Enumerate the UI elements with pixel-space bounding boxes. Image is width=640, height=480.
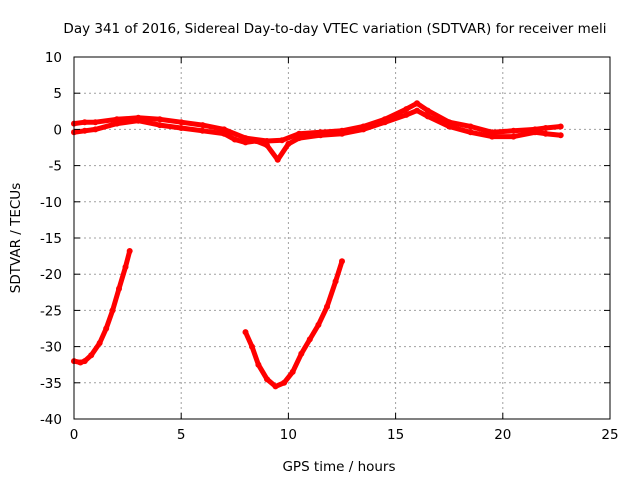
data-point — [489, 133, 496, 140]
y-tick-label: 0 — [53, 122, 62, 138]
data-point — [264, 376, 270, 383]
data-point — [306, 336, 313, 343]
data-point — [178, 125, 185, 131]
data-point — [424, 113, 431, 120]
data-point — [339, 130, 345, 137]
y-tick-label: -5 — [49, 159, 62, 175]
y-tick-label: -20 — [40, 267, 62, 283]
data-point — [285, 140, 292, 147]
data-point — [296, 130, 303, 137]
data-point — [253, 138, 260, 144]
data-point — [96, 340, 103, 346]
data-point — [542, 130, 549, 137]
data-point — [532, 129, 538, 136]
data-point — [467, 129, 474, 136]
data-point — [255, 361, 262, 368]
data-series — [71, 100, 564, 390]
chart-title: Day 341 of 2016, Sidereal Day-to-day VTE… — [63, 21, 606, 37]
y-tick-label: -30 — [40, 340, 62, 356]
data-point — [156, 116, 163, 123]
data-point — [414, 100, 420, 107]
data-point — [510, 127, 517, 134]
data-point — [274, 156, 281, 163]
data-point — [156, 122, 163, 129]
data-point — [557, 123, 564, 130]
grid-lines — [74, 57, 610, 419]
series-line — [71, 248, 133, 365]
data-point — [289, 368, 296, 375]
data-point — [279, 137, 285, 144]
data-point — [317, 132, 324, 139]
axis-ticks: 0 5 10 15 20 25 -40 -35 -30 -25 -20 -15 -10 -5 0 5 10 — [40, 50, 619, 443]
data-point — [81, 127, 88, 134]
y-axis-label: SDTVAR / TECUs — [8, 183, 24, 293]
y-tick-label: -10 — [40, 195, 62, 211]
data-point — [296, 135, 303, 142]
data-point — [249, 343, 255, 350]
data-point — [135, 117, 142, 124]
data-point — [467, 123, 474, 130]
data-point — [542, 125, 549, 131]
data-point — [81, 119, 88, 126]
x-tick-label: 25 — [601, 427, 618, 443]
data-point — [264, 142, 270, 149]
data-point — [231, 136, 238, 143]
data-point — [557, 132, 564, 139]
x-tick-label: 10 — [280, 427, 297, 443]
data-point — [272, 383, 279, 390]
data-point — [122, 264, 129, 270]
data-point — [81, 358, 88, 365]
y-tick-label: 5 — [53, 86, 62, 102]
x-tick-label: 15 — [387, 427, 404, 443]
data-point — [324, 303, 330, 310]
y-tick-label: 10 — [45, 50, 62, 66]
data-point — [360, 126, 367, 133]
data-point — [113, 120, 120, 127]
data-point — [88, 352, 95, 359]
data-point — [446, 123, 453, 130]
data-point — [315, 321, 322, 328]
data-point — [199, 122, 206, 129]
data-point — [281, 379, 288, 386]
x-tick-label: 20 — [494, 427, 511, 443]
data-point — [424, 107, 431, 114]
data-point — [109, 307, 116, 314]
y-tick-label: -40 — [40, 412, 62, 428]
x-axis-label: GPS time / hours — [282, 459, 395, 475]
x-tick-label: 0 — [70, 427, 79, 443]
y-tick-label: -15 — [40, 231, 62, 247]
series-line — [71, 108, 564, 163]
data-point — [403, 106, 410, 113]
data-point — [242, 329, 249, 336]
data-point — [414, 107, 420, 114]
data-point — [199, 127, 206, 134]
data-point — [221, 130, 228, 137]
data-point — [242, 139, 249, 146]
data-point — [510, 133, 517, 140]
y-tick-label: -25 — [40, 303, 62, 319]
y-tick-label: -35 — [40, 376, 62, 392]
data-point — [221, 126, 228, 133]
data-point — [116, 285, 122, 292]
data-point — [103, 325, 110, 332]
data-point — [113, 116, 120, 123]
data-point — [298, 350, 305, 357]
data-point — [126, 248, 133, 254]
data-point — [332, 278, 339, 285]
series-line — [243, 258, 345, 389]
data-point — [403, 111, 410, 118]
data-point — [92, 126, 99, 133]
data-point — [92, 119, 99, 126]
data-point — [178, 119, 185, 126]
data-point — [381, 119, 388, 126]
data-point — [339, 258, 345, 265]
x-tick-label: 5 — [177, 427, 186, 443]
